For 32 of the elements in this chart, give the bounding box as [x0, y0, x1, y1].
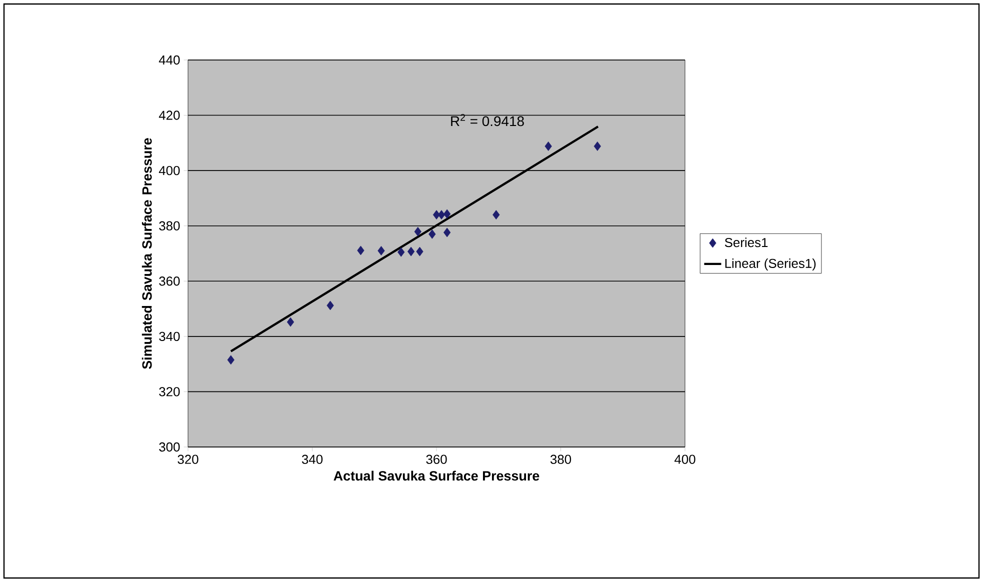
point [326, 300, 334, 310]
point [443, 209, 451, 219]
point [544, 142, 552, 151]
y-tick-label: 340 [159, 332, 180, 341]
point [428, 229, 436, 239]
point [594, 142, 601, 151]
x-tick-label: 360 [426, 454, 447, 464]
y-tick-label: 440 [158, 55, 180, 65]
point [398, 247, 405, 257]
y-tick-label: 420 [158, 110, 180, 120]
y-tick-label: 300 [159, 442, 180, 452]
point [492, 210, 500, 220]
point [286, 317, 294, 327]
y-axis-title: Simulated Savuka Surface Pressure [142, 138, 152, 369]
x-tick-label: 340 [302, 454, 323, 464]
x-tick-label: 320 [178, 454, 198, 464]
x-tick-label: 400 [674, 454, 696, 464]
legend-label: Linear (Series1) [725, 258, 816, 271]
point [407, 246, 415, 256]
x-tick-label: 380 [550, 454, 572, 464]
point [227, 355, 234, 365]
y-tick-label: 400 [158, 166, 180, 176]
y-tick-label: 360 [159, 276, 180, 286]
y-tick-label: 320 [159, 387, 180, 396]
point [443, 228, 451, 238]
point [378, 246, 385, 256]
point [416, 246, 424, 256]
point [414, 226, 422, 236]
x-axis-title: Actual Savuka Surface Pressure [334, 470, 540, 481]
legend-label: Series1 [724, 238, 768, 248]
point [357, 246, 364, 256]
y-tick-label: 380 [159, 221, 180, 230]
